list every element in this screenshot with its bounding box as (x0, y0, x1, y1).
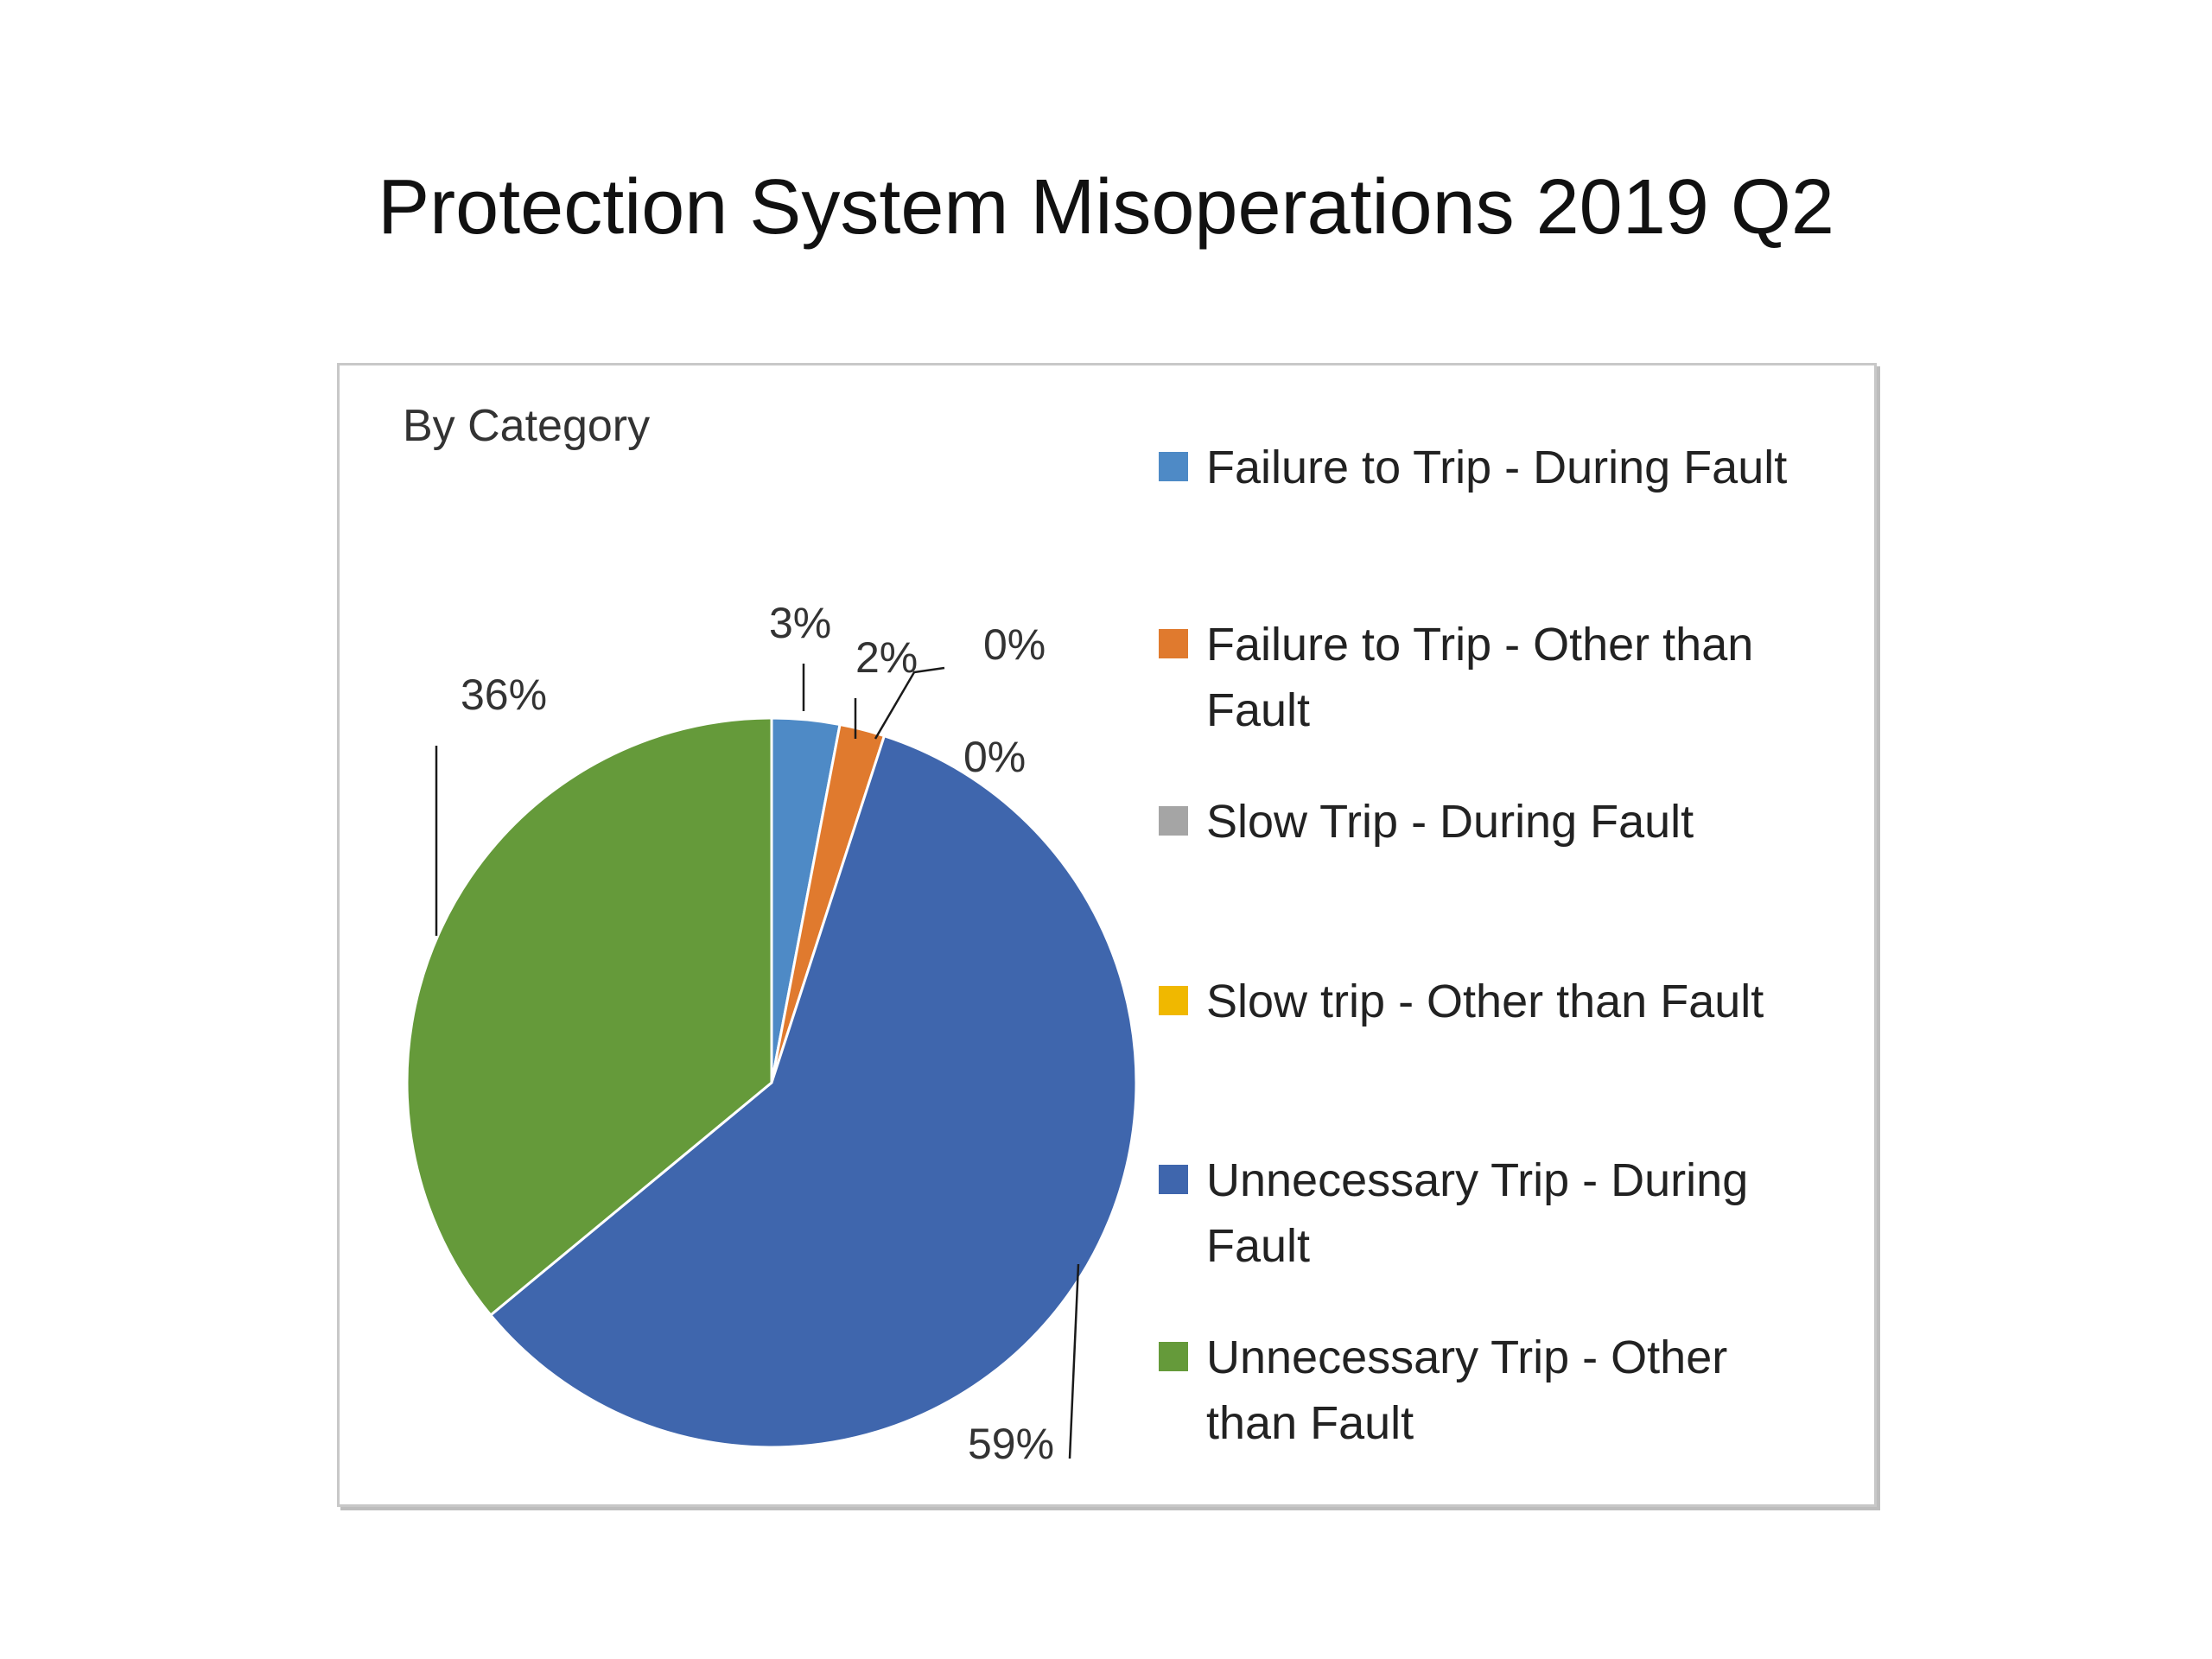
slide-title: Protection System Misoperations 2019 Q2 (378, 164, 1834, 251)
legend-label-line: Failure to Trip - Other than (1206, 619, 1754, 671)
legend-label-line: Unnecessary Trip - Other (1206, 1332, 1728, 1383)
legend-label-line: Slow Trip - During Fault (1206, 796, 1694, 848)
pie-slice-unnecessary-trip-during-fault (488, 734, 1138, 1449)
legend-swatch (1159, 629, 1188, 658)
legend-swatch (1159, 806, 1188, 836)
legend-label: Slow trip - Other than Fault (1206, 969, 1872, 1034)
data-label-unnecessary-trip-during-fault: 59% (968, 1420, 1054, 1468)
legend-label: Unnecessary Trip - Other than Fault (1206, 1325, 1872, 1456)
legend-swatch (1159, 1165, 1188, 1194)
legend-swatch (1159, 1342, 1188, 1371)
leader-line-unnecessary-trip-during-fault (1068, 1263, 1080, 1459)
legend-swatch (1159, 452, 1188, 481)
legend-label: Slow Trip - During Fault (1206, 789, 1872, 855)
data-label-failure-to-trip-other-than-fault: 2% (855, 633, 918, 682)
legend-label-line: Unnecessary Trip - During (1206, 1154, 1749, 1206)
data-label-unnecessary-trip-other-than-fault: 36% (461, 671, 547, 719)
data-label-slow-trip-other-than-fault: 0% (963, 733, 1026, 781)
legend-label-line: than Fault (1206, 1397, 1414, 1449)
legend-label-line: Fault (1206, 684, 1311, 736)
data-label-failure-to-trip-during-fault: 3% (769, 599, 831, 647)
chart-frame: By Category 3% 2% 0% 0% 59% 36% Failure to Tr… (337, 363, 1877, 1507)
chart-title: By Category (403, 401, 651, 451)
legend-label: Failure to Trip - Other than Fault (1206, 612, 1872, 743)
legend-label-line: Slow trip - Other than Fault (1206, 976, 1764, 1027)
leader-line-slow-trip-during-fault (874, 666, 945, 740)
legend-label-line: Fault (1206, 1220, 1311, 1272)
legend-label: Failure to Trip - During Fault (1206, 435, 1872, 500)
pie-chart: 3% 2% 0% 0% 59% 36% (405, 599, 1138, 1468)
legend-swatch (1159, 986, 1188, 1015)
legend-label-line: Failure to Trip - During Fault (1206, 442, 1788, 493)
legend-label: Unnecessary Trip - During Fault (1206, 1147, 1872, 1279)
data-label-slow-trip-during-fault: 0% (983, 620, 1046, 669)
pie-slice-unnecessary-trip-other-than-fault (405, 716, 773, 1318)
